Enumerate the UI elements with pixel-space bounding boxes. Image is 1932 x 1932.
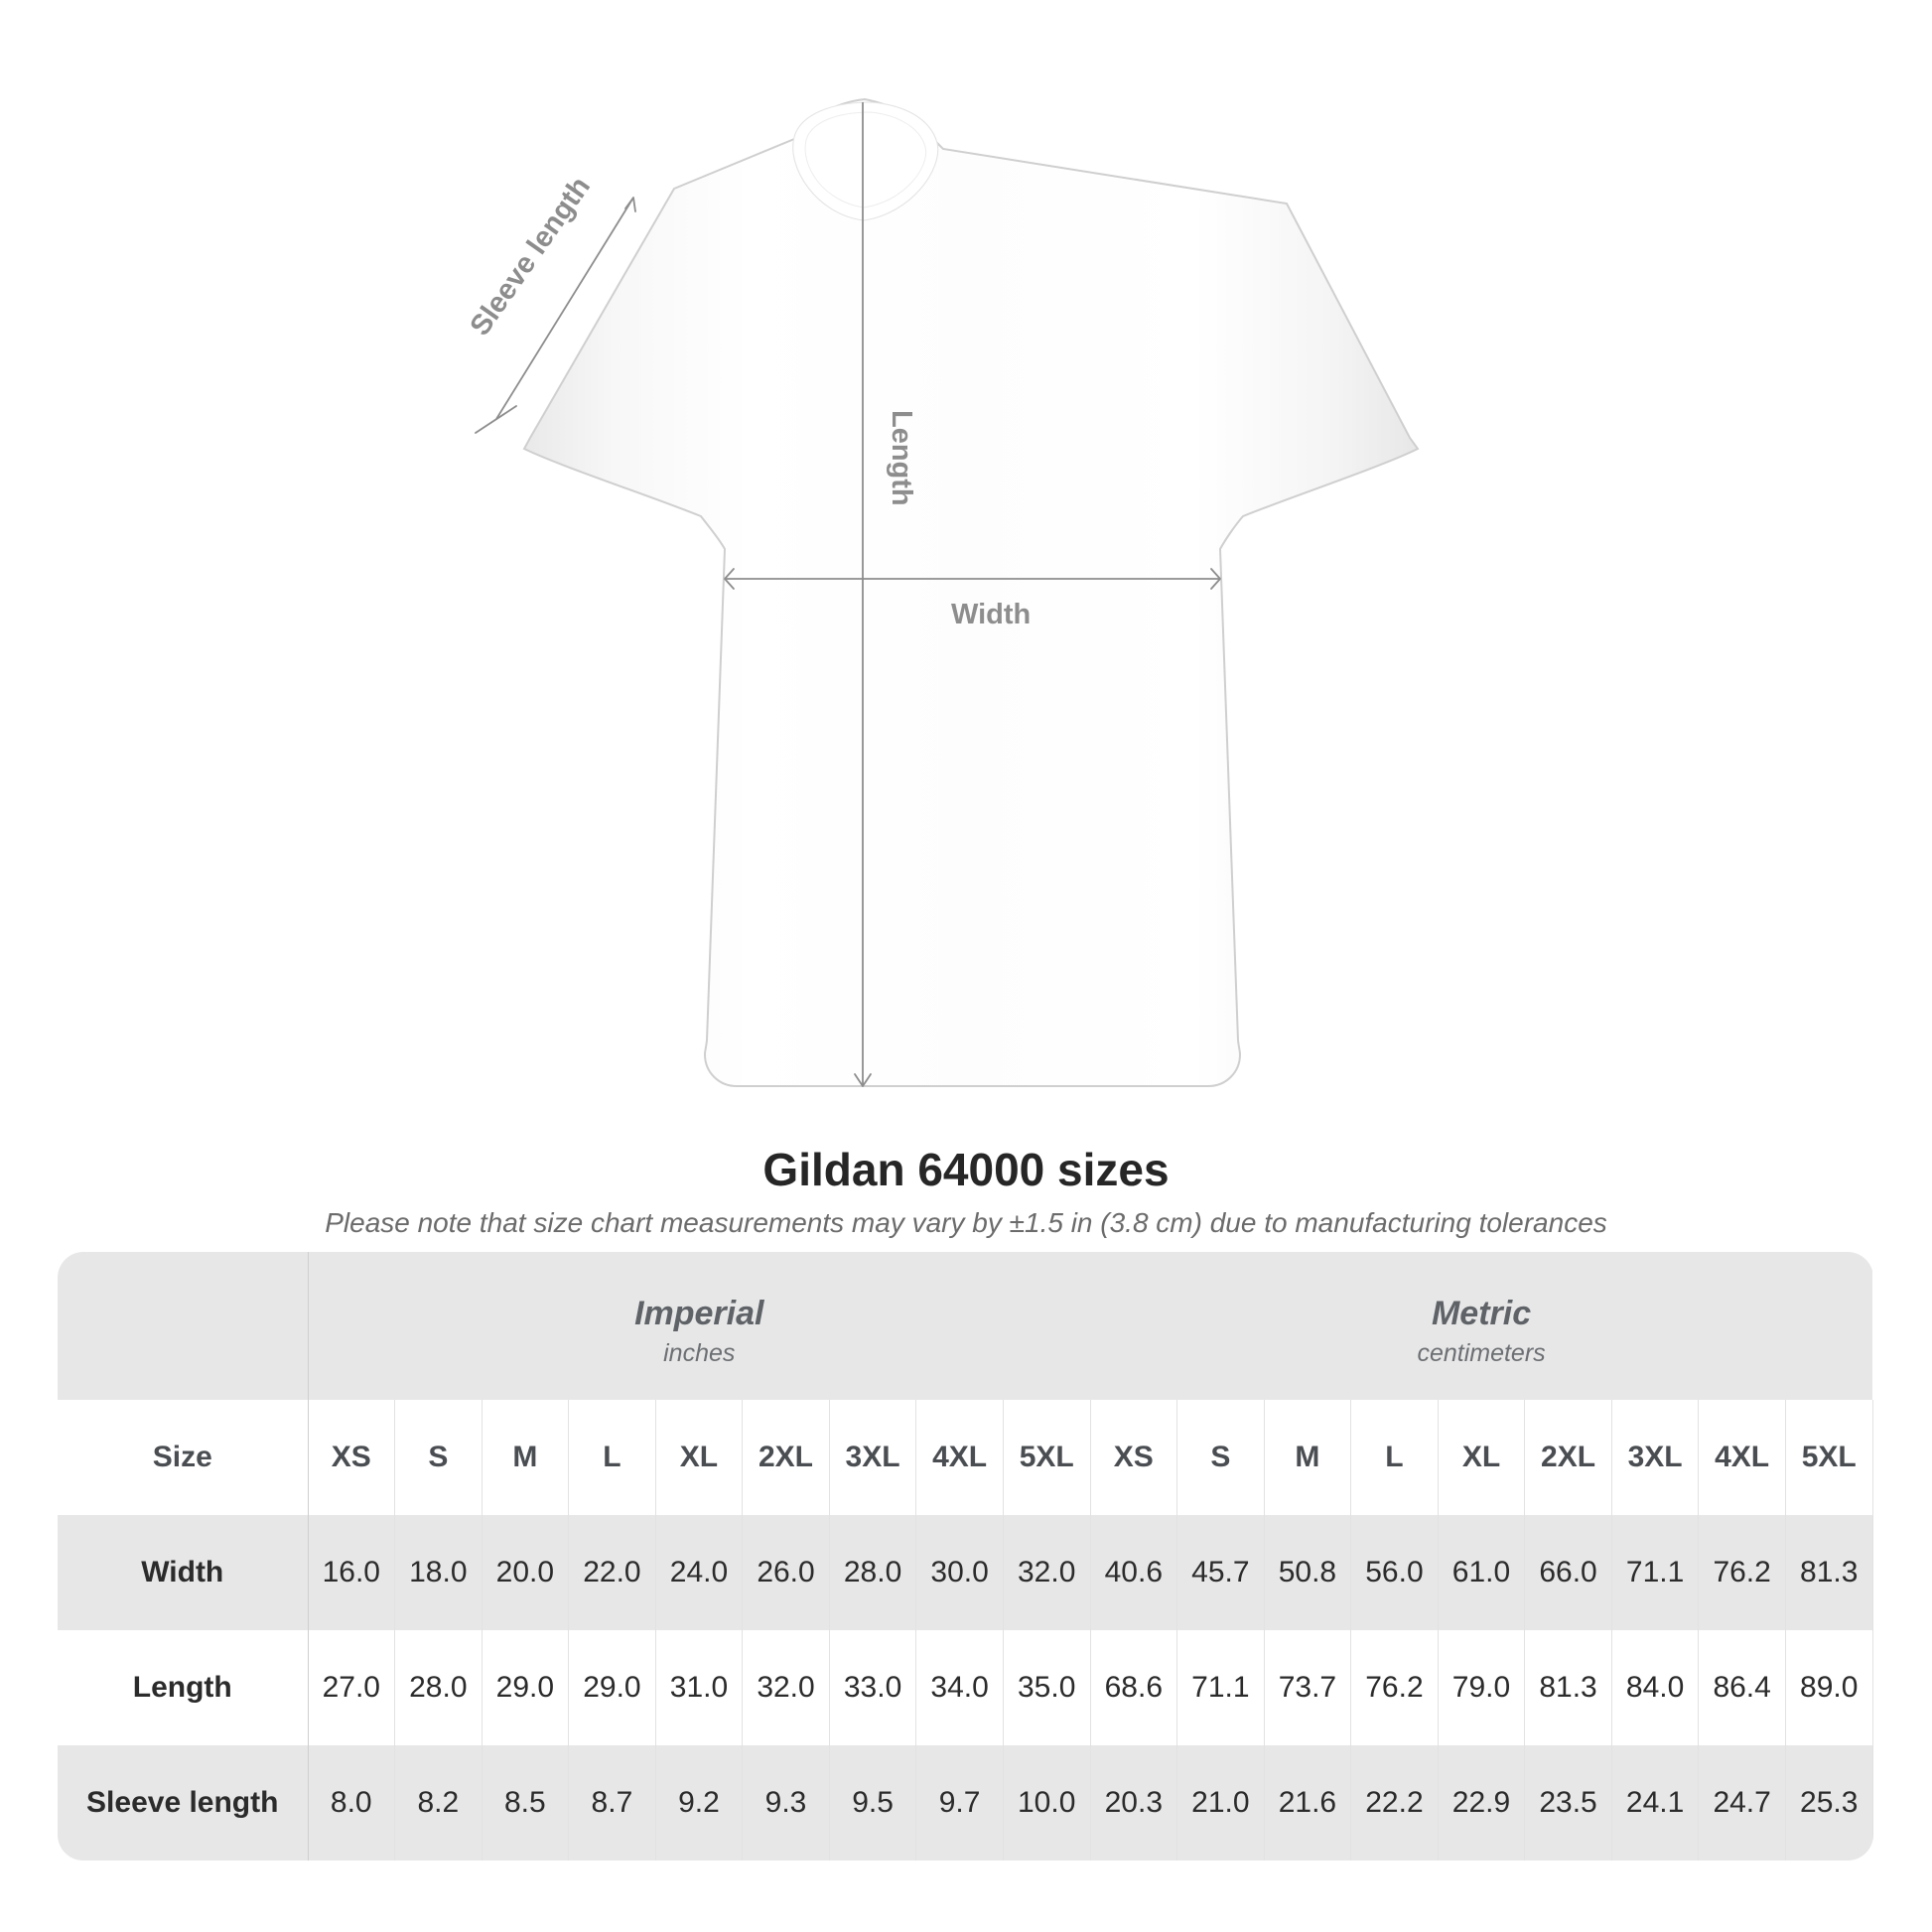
svg-text:Length: Length <box>886 410 917 506</box>
svg-text:Sleeve length: Sleeve length <box>465 172 597 343</box>
svg-text:Width: Width <box>951 599 1031 630</box>
